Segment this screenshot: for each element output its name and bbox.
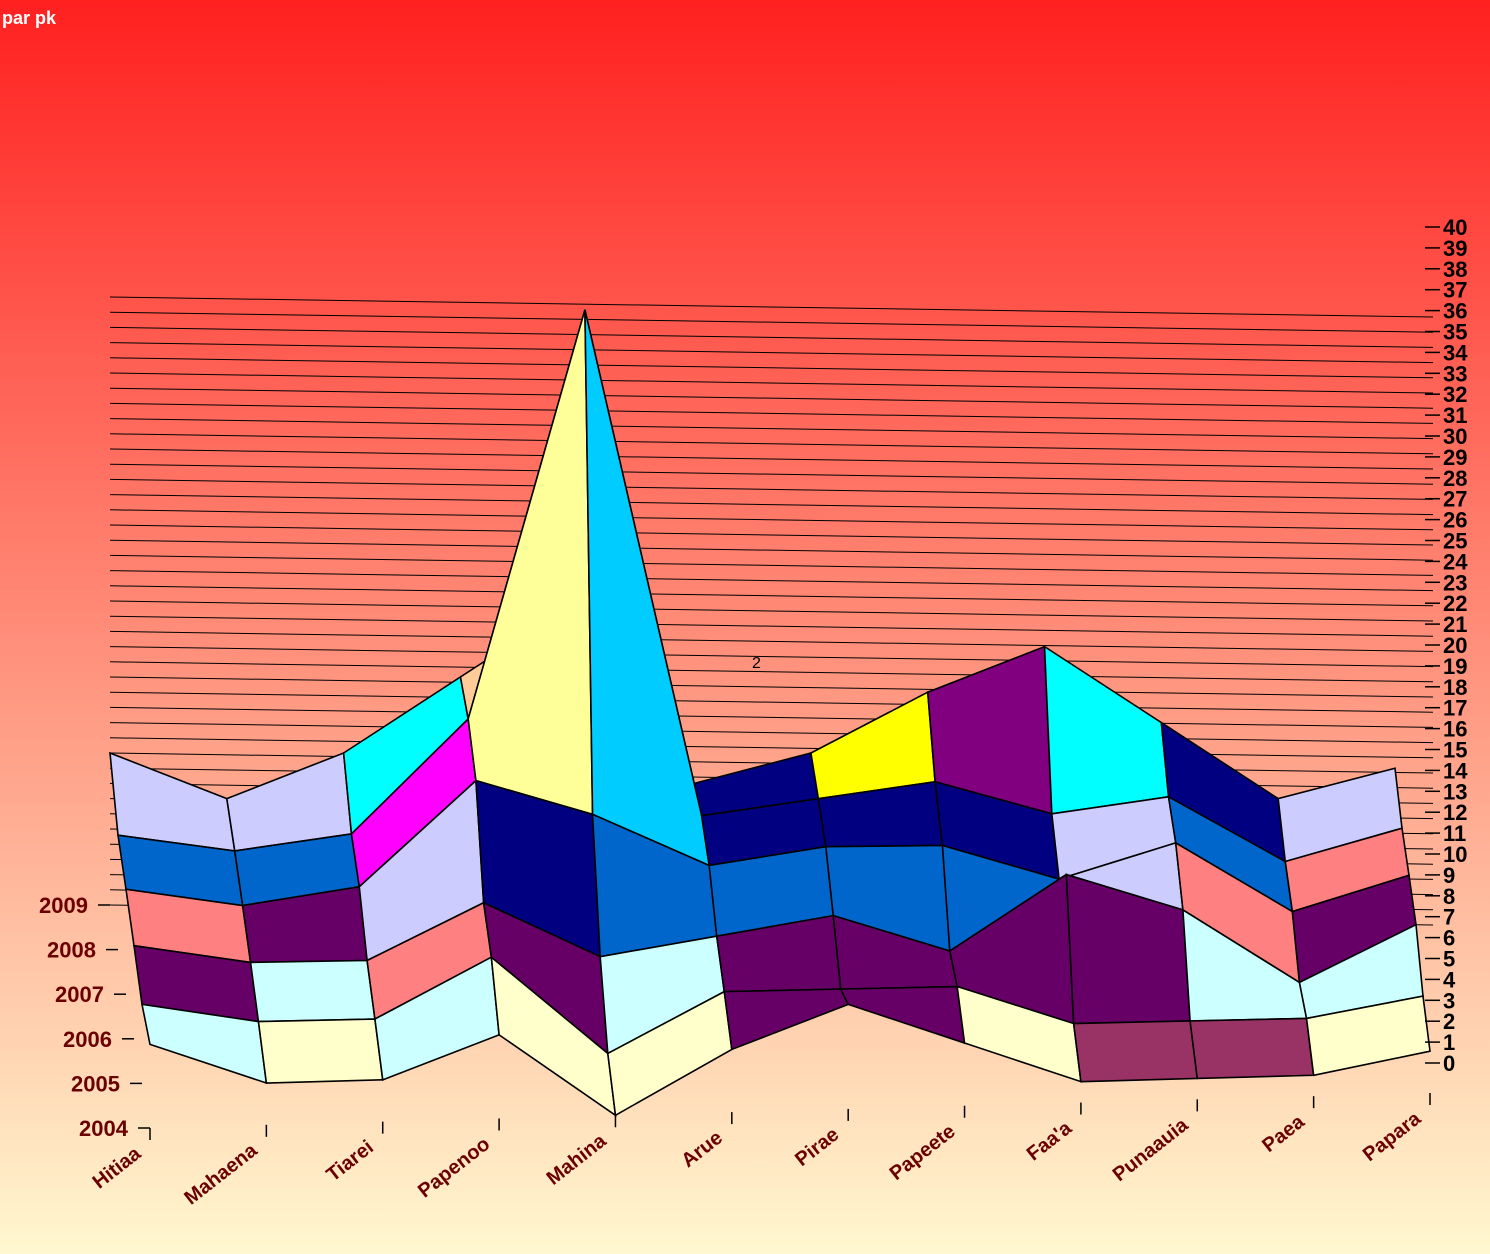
wall-gridline [109, 600, 1434, 622]
wall-gridline [109, 706, 1434, 728]
z-tick-label: 20 [1443, 633, 1467, 658]
z-tick-label: 31 [1443, 403, 1467, 428]
z-tick-label: 24 [1443, 549, 1468, 574]
z-axis: 0123456789101112131415161718192021222324… [1425, 215, 1468, 1076]
z-tick-label: 5 [1443, 947, 1455, 972]
wall-gridline [109, 463, 1434, 485]
z-tick-label: 35 [1443, 320, 1467, 345]
z-tick-label: 14 [1443, 758, 1468, 783]
wall-gridline [109, 326, 1434, 348]
z-tick-label: 37 [1443, 278, 1467, 303]
wall-gridline [109, 311, 1434, 333]
z-tick-label: 40 [1443, 215, 1467, 240]
z-tick-label: 30 [1443, 424, 1467, 449]
wall-gridline [109, 448, 1434, 470]
z-tick-label: 1 [1443, 1030, 1455, 1055]
z-tick-label: 15 [1443, 738, 1467, 763]
wall-gridline [109, 554, 1434, 576]
wall-gridline [109, 357, 1434, 379]
surface-cell [1072, 1020, 1199, 1083]
z-tick-label: 32 [1443, 382, 1467, 407]
z-tick-label: 11 [1443, 821, 1466, 846]
wall-gridline [109, 646, 1434, 668]
z-tick-label: 27 [1443, 487, 1467, 512]
wall-gridline [109, 433, 1434, 455]
z-tick-label: 13 [1443, 779, 1467, 804]
y-axis: 2004 2005 2006 2007 2008 2009 [39, 893, 150, 1141]
z-tick-label: 33 [1443, 361, 1467, 386]
z-tick-label: 22 [1443, 591, 1467, 616]
y-tick-label: 2004 [79, 1116, 129, 1141]
wall-gridline [109, 539, 1434, 561]
wall-gridline [109, 296, 1434, 318]
chart-annotation: 2 [752, 655, 761, 672]
wall-gridline [109, 418, 1434, 440]
z-tick-label: 39 [1443, 236, 1467, 261]
wall-gridline [109, 478, 1434, 500]
wall-gridline [109, 585, 1434, 607]
wall-gridline [109, 342, 1434, 364]
wall-gridline [109, 524, 1434, 546]
z-tick-label: 6 [1443, 926, 1455, 951]
surface-cell [249, 959, 376, 1023]
y-tick-label: 2006 [63, 1027, 112, 1052]
wall-gridline [109, 722, 1434, 744]
y-tick-label: 2008 [47, 938, 96, 963]
wall-gridline [109, 615, 1434, 637]
wall-gridline [109, 737, 1434, 759]
y-tick-label: 2009 [39, 893, 88, 918]
wall-gridline [109, 372, 1434, 394]
surface-plot [109, 309, 1431, 1117]
z-tick-label: 4 [1443, 967, 1456, 992]
z-tick-label: 10 [1443, 842, 1467, 867]
wall-gridline [109, 570, 1434, 592]
z-tick-label: 17 [1443, 696, 1467, 721]
z-tick-label: 29 [1443, 445, 1467, 470]
y-tick-label: 2005 [71, 1071, 120, 1096]
wall-gridline [109, 630, 1434, 652]
z-tick-label: 38 [1443, 257, 1467, 282]
z-tick-label: 19 [1443, 654, 1467, 679]
z-tick-label: 36 [1443, 299, 1467, 324]
wall-gridline [109, 387, 1434, 409]
z-tick-label: 7 [1443, 905, 1455, 930]
chart-title: par pk [2, 8, 57, 28]
z-tick-label: 21 [1443, 612, 1467, 637]
wall-gridline [109, 661, 1434, 683]
surface-cell [1305, 995, 1431, 1077]
z-tick-label: 8 [1443, 884, 1455, 909]
z-tick-label: 23 [1443, 570, 1467, 595]
z-tick-label: 25 [1443, 529, 1467, 554]
z-tick-label: 12 [1443, 800, 1467, 825]
surface-cell [257, 1018, 384, 1084]
z-tick-label: 28 [1443, 466, 1467, 491]
z-tick-label: 2 [1443, 1009, 1455, 1034]
z-tick-label: 18 [1443, 675, 1467, 700]
wall-gridline [109, 402, 1434, 424]
surface-cell [1189, 1017, 1315, 1080]
z-tick-label: 9 [1443, 863, 1455, 888]
z-tick-label: 3 [1443, 988, 1455, 1013]
wall-gridline [109, 509, 1434, 531]
z-tick-label: 26 [1443, 508, 1467, 533]
y-tick-label: 2007 [55, 982, 104, 1007]
wall-gridline [109, 676, 1434, 698]
wall-gridline [109, 691, 1434, 713]
z-tick-label: 34 [1443, 340, 1468, 365]
wall-gridline [109, 494, 1434, 516]
z-tick-label: 0 [1443, 1051, 1455, 1076]
z-tick-label: 16 [1443, 717, 1467, 742]
